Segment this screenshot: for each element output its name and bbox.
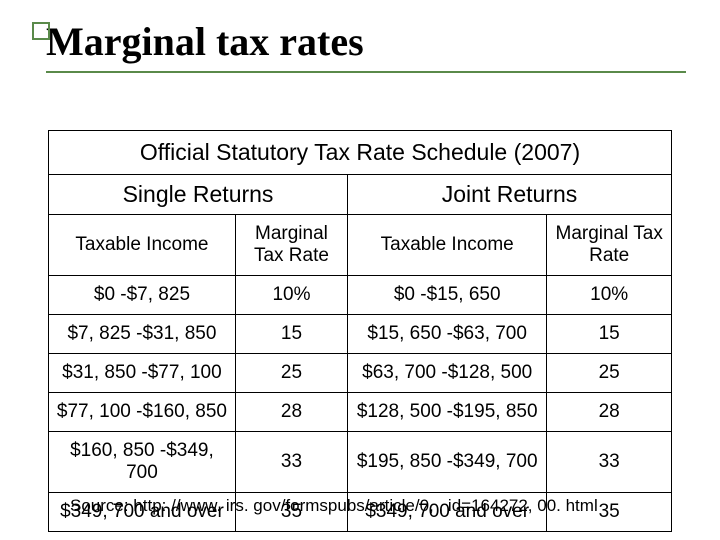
title-block: Marginal tax rates bbox=[32, 18, 686, 73]
table-cell: 15 bbox=[547, 315, 672, 354]
col-header-rate-single: Marginal Tax Rate bbox=[235, 215, 347, 276]
table-title-row: Official Statutory Tax Rate Schedule (20… bbox=[49, 131, 672, 175]
joint-returns-header: Joint Returns bbox=[348, 175, 672, 215]
table-cell: $128, 500 -$195, 850 bbox=[348, 393, 547, 432]
table-cell: 28 bbox=[235, 393, 347, 432]
table-cell: $160, 850 -$349, 700 bbox=[49, 432, 236, 493]
page-title: Marginal tax rates bbox=[46, 18, 686, 73]
table-cell: $195, 850 -$349, 700 bbox=[348, 432, 547, 493]
table-row: $31, 850 -$77, 10025$63, 700 -$128, 5002… bbox=[49, 354, 672, 393]
table-cell: 28 bbox=[547, 393, 672, 432]
table-cell: 25 bbox=[547, 354, 672, 393]
source-citation: Source: http: //www. irs. gov/formspubs/… bbox=[70, 496, 598, 516]
table-cell: $7, 825 -$31, 850 bbox=[49, 315, 236, 354]
single-returns-header: Single Returns bbox=[49, 175, 348, 215]
table-subheader-row: Single Returns Joint Returns bbox=[49, 175, 672, 215]
table-cell: 33 bbox=[235, 432, 347, 493]
table-main-title: Official Statutory Tax Rate Schedule (20… bbox=[49, 131, 672, 175]
accent-square-icon bbox=[32, 22, 50, 40]
column-header-row: Taxable Income Marginal Tax Rate Taxable… bbox=[49, 215, 672, 276]
table-row: $7, 825 -$31, 85015$15, 650 -$63, 70015 bbox=[49, 315, 672, 354]
table-row: $0 -$7, 82510%$0 -$15, 65010% bbox=[49, 276, 672, 315]
tax-table-container: Official Statutory Tax Rate Schedule (20… bbox=[48, 130, 672, 532]
table-cell: $63, 700 -$128, 500 bbox=[348, 354, 547, 393]
table-cell: 10% bbox=[547, 276, 672, 315]
col-header-rate-joint: Marginal Tax Rate bbox=[547, 215, 672, 276]
slide: Marginal tax rates Official Statutory Ta… bbox=[0, 0, 720, 540]
table-cell: 15 bbox=[235, 315, 347, 354]
table-cell: $0 -$15, 650 bbox=[348, 276, 547, 315]
tax-rate-table: Official Statutory Tax Rate Schedule (20… bbox=[48, 130, 672, 532]
table-cell: $0 -$7, 825 bbox=[49, 276, 236, 315]
table-cell: $31, 850 -$77, 100 bbox=[49, 354, 236, 393]
table-cell: $77, 100 -$160, 850 bbox=[49, 393, 236, 432]
col-header-taxable-single: Taxable Income bbox=[49, 215, 236, 276]
col-header-taxable-joint: Taxable Income bbox=[348, 215, 547, 276]
table-row: $77, 100 -$160, 85028$128, 500 -$195, 85… bbox=[49, 393, 672, 432]
table-cell: 25 bbox=[235, 354, 347, 393]
table-row: $160, 850 -$349, 70033$195, 850 -$349, 7… bbox=[49, 432, 672, 493]
table-cell: 10% bbox=[235, 276, 347, 315]
table-cell: $15, 650 -$63, 700 bbox=[348, 315, 547, 354]
table-cell: 33 bbox=[547, 432, 672, 493]
